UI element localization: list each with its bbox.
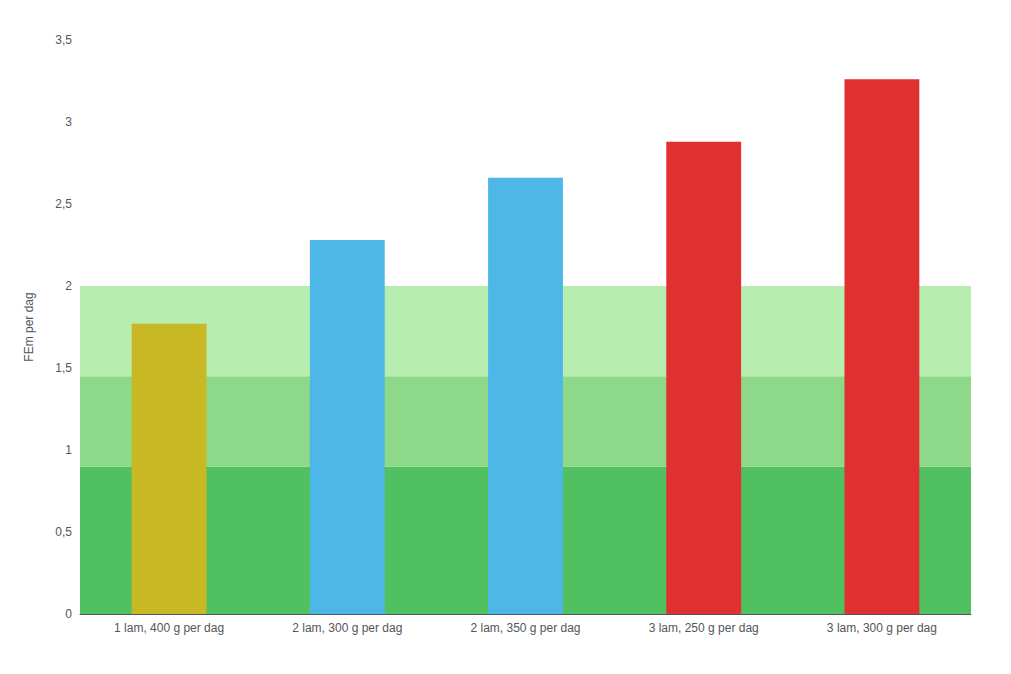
svg-text:3: 3 xyxy=(65,115,72,129)
svg-text:3 lam, 250 g per dag: 3 lam, 250 g per dag xyxy=(649,621,759,635)
svg-text:3 lam, 300 g per dag: 3 lam, 300 g per dag xyxy=(827,621,937,635)
svg-text:2 lam, 350 g per dag: 2 lam, 350 g per dag xyxy=(470,621,580,635)
svg-text:0,5: 0,5 xyxy=(55,525,72,539)
svg-text:0: 0 xyxy=(65,607,72,621)
svg-text:FEm per dag: FEm per dag xyxy=(22,292,36,361)
svg-text:1,5: 1,5 xyxy=(55,361,72,375)
svg-text:1: 1 xyxy=(65,443,72,457)
svg-text:2: 2 xyxy=(65,279,72,293)
svg-text:2 lam, 300 g per dag: 2 lam, 300 g per dag xyxy=(292,621,402,635)
svg-text:1 lam, 400 g per dag: 1 lam, 400 g per dag xyxy=(114,621,224,635)
svg-text:3,5: 3,5 xyxy=(55,33,72,47)
svg-text:2,5: 2,5 xyxy=(55,197,72,211)
